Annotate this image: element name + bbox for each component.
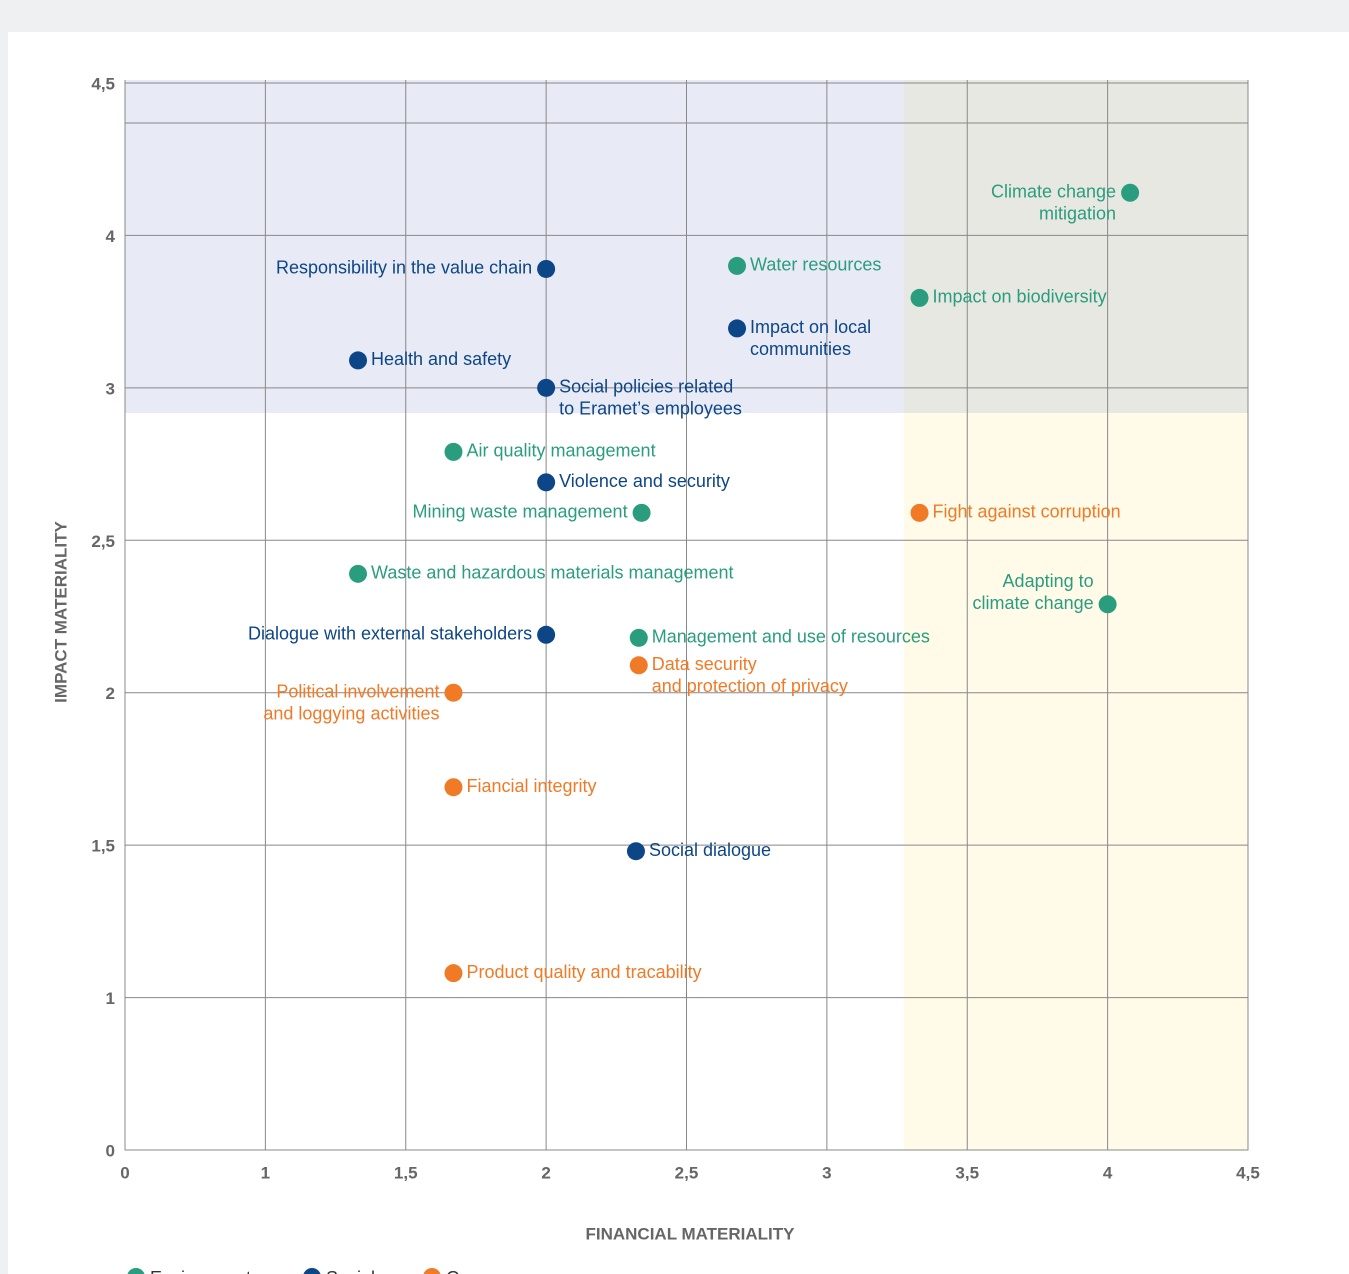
point-label: Climate change bbox=[991, 181, 1116, 201]
point-label: Responsibility in the value chain bbox=[276, 258, 532, 278]
point bbox=[444, 683, 463, 702]
point bbox=[629, 656, 648, 675]
point-label: Mining waste management bbox=[412, 502, 627, 522]
y-tick-label: 2,5 bbox=[91, 532, 115, 551]
legend-label: Governance bbox=[446, 1268, 544, 1274]
point bbox=[632, 503, 651, 522]
point-label: climate change bbox=[973, 593, 1094, 613]
legend-label: Environment bbox=[150, 1268, 251, 1274]
point-label: Health and safety bbox=[371, 349, 511, 369]
grid: 0 1 1,5 2 2,5 3 3,5 4 4,5 0 1 1,5 2 2,5 3 4 4,5 bbox=[91, 74, 1259, 1182]
point-label: Water resources bbox=[750, 255, 881, 275]
point bbox=[349, 351, 368, 370]
point-label: Social policies related bbox=[559, 377, 733, 397]
point bbox=[537, 259, 556, 278]
legend-swatch bbox=[127, 1268, 145, 1274]
point bbox=[444, 964, 463, 983]
point bbox=[444, 442, 463, 461]
point bbox=[728, 319, 747, 338]
x-tick-label: 3 bbox=[822, 1163, 831, 1182]
x-tick-label: 4,5 bbox=[1236, 1163, 1260, 1182]
point bbox=[1098, 595, 1117, 614]
x-axis-title: FINANCIAL MATERIALITY bbox=[585, 1224, 795, 1243]
y-tick-label: 2 bbox=[106, 684, 115, 703]
point bbox=[629, 628, 648, 647]
x-tick-label: 3,5 bbox=[955, 1163, 979, 1182]
y-tick-label: 4,5 bbox=[91, 74, 115, 93]
point-label: Fight against corruption bbox=[933, 502, 1121, 522]
legend-swatch bbox=[423, 1268, 441, 1274]
x-tick-label: 2,5 bbox=[675, 1163, 699, 1182]
legend: Environment Social Governance bbox=[127, 1268, 544, 1274]
point-label: Political involvement bbox=[276, 681, 439, 701]
point bbox=[537, 625, 556, 644]
point-label: communities bbox=[750, 339, 851, 359]
point-label: and protection of privacy bbox=[652, 676, 848, 696]
point-label: Data security bbox=[652, 654, 757, 674]
point bbox=[537, 473, 556, 492]
point-label: Impact on biodiversity bbox=[933, 287, 1107, 307]
point-label: Impact on local bbox=[750, 317, 871, 337]
y-axis-title: IMPACT MATERIALITY bbox=[51, 521, 70, 703]
point bbox=[626, 842, 645, 861]
point-label: Management and use of resources bbox=[652, 627, 930, 647]
point bbox=[910, 288, 929, 307]
x-tick-label: 4 bbox=[1103, 1163, 1113, 1182]
point bbox=[910, 503, 929, 522]
point-label: Violence and security bbox=[559, 471, 730, 491]
point-label: Dialogue with external stakeholders bbox=[248, 624, 532, 644]
x-tick-label: 1,5 bbox=[394, 1163, 418, 1182]
zone-both bbox=[904, 80, 1248, 413]
point-label: Product quality and tracability bbox=[466, 962, 701, 982]
x-tick-label: 0 bbox=[120, 1163, 129, 1182]
y-tick-label: 0 bbox=[106, 1141, 115, 1160]
point-label: Fiancial integrity bbox=[466, 776, 596, 796]
point-label: mitigation bbox=[1039, 203, 1116, 223]
point bbox=[1121, 183, 1140, 202]
point-label: Social dialogue bbox=[649, 840, 771, 860]
y-tick-label: 4 bbox=[106, 227, 116, 246]
zone-financial bbox=[904, 413, 1248, 1150]
point-label: Waste and hazardous materials management bbox=[371, 563, 734, 583]
y-tick-label: 1 bbox=[106, 989, 115, 1008]
zone-impact bbox=[125, 80, 904, 413]
point-label: Air quality management bbox=[466, 441, 655, 461]
legend-swatch bbox=[303, 1268, 321, 1274]
point-label: to Eramet’s employees bbox=[559, 399, 742, 419]
point bbox=[728, 256, 747, 275]
y-tick-label: 1,5 bbox=[91, 837, 115, 856]
legend-label: Social bbox=[326, 1268, 375, 1274]
point-label: Adapting to bbox=[1003, 571, 1094, 591]
point bbox=[537, 378, 556, 397]
point-label: and loggying activities bbox=[263, 703, 439, 723]
plot-frame bbox=[124, 122, 1249, 1151]
x-tick-label: 1 bbox=[261, 1163, 270, 1182]
x-tick-label: 2 bbox=[541, 1163, 550, 1182]
point bbox=[349, 564, 368, 583]
y-tick-label: 3 bbox=[106, 379, 115, 398]
point bbox=[444, 778, 463, 797]
